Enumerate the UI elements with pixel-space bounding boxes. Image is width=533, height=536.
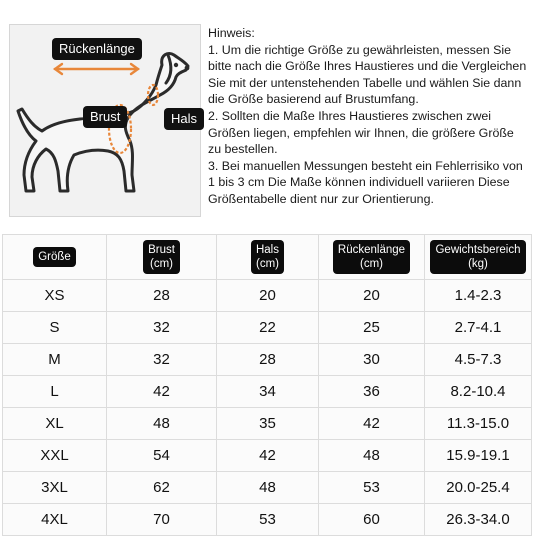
cell-neck: 20 (216, 279, 319, 312)
cell-weight: 26.3-34.0 (424, 503, 532, 536)
table-row: L 42 34 36 8.2-10.4 (2, 375, 532, 408)
cell-chest: 54 (106, 439, 217, 472)
header-label: Rückenlänge (337, 244, 406, 256)
cell-weight: 8.2-10.4 (424, 375, 532, 408)
cell-size: 3XL (2, 471, 107, 504)
cell-weight: 4.5-7.3 (424, 343, 532, 376)
header-badge: Brust (cm) (143, 240, 180, 274)
cell-neck: 35 (216, 407, 319, 440)
cell-neck: 34 (216, 375, 319, 408)
table-row: M 32 28 30 4.5-7.3 (2, 343, 532, 376)
dog-measurement-illustration: Rückenlänge Brust Hals (9, 24, 205, 217)
cell-weight: 1.4-2.3 (424, 279, 532, 312)
notice-text: Hinweis: 1. Um die richtige Größe zu gew… (208, 25, 530, 208)
cell-chest: 62 (106, 471, 217, 504)
cell-size: XL (2, 407, 107, 440)
cell-back-length: 53 (318, 471, 425, 504)
header-unit: (cm) (359, 258, 383, 270)
cell-chest: 48 (106, 407, 217, 440)
header-label: Brust (148, 244, 175, 256)
header-unit: (kg) (468, 258, 488, 270)
cell-neck: 42 (216, 439, 319, 472)
table-header-row: Größe Brust (cm) Hals (cm) Rückenlänge (… (2, 234, 532, 280)
header-neck: Hals (cm) (216, 234, 319, 280)
table-row: 4XL 70 53 60 26.3-34.0 (2, 503, 532, 536)
header-back-length: Rückenlänge (cm) (318, 234, 425, 280)
table-row: XXL 54 42 48 15.9-19.1 (2, 439, 532, 472)
header-label: Gewichtsbereich (435, 244, 521, 256)
cell-neck: 22 (216, 311, 319, 344)
neck-label: Hals (164, 108, 205, 130)
cell-chest: 28 (106, 279, 217, 312)
cell-size: M (2, 343, 107, 376)
header-size: Größe (2, 234, 107, 280)
header-unit: (cm) (150, 258, 173, 270)
table-row: XL 48 35 42 11.3-15.0 (2, 407, 532, 440)
header-badge: Gewichtsbereich (kg) (430, 240, 526, 274)
cell-weight: 15.9-19.1 (424, 439, 532, 472)
cell-chest: 70 (106, 503, 217, 536)
table-row: 3XL 62 48 53 20.0-25.4 (2, 471, 532, 504)
cell-back-length: 42 (318, 407, 425, 440)
notice-paragraph-2: 2. Sollten die Maße Ihres Haustieres zwi… (208, 108, 514, 157)
header-weight-range: Gewichtsbereich (kg) (424, 234, 532, 280)
header-label: Hals (255, 244, 279, 256)
header-label: Größe (38, 251, 71, 263)
cell-chest: 42 (106, 375, 217, 408)
cell-neck: 28 (216, 343, 319, 376)
cell-size: XS (2, 279, 107, 312)
notice-paragraph-3: 3. Bei manuellen Messungen besteht ein F… (208, 158, 523, 206)
cell-back-length: 48 (318, 439, 425, 472)
header-badge: Rückenlänge (cm) (332, 240, 411, 274)
header-chest: Brust (cm) (106, 234, 217, 280)
cell-size: 4XL (2, 503, 107, 536)
cell-weight: 20.0-25.4 (424, 471, 532, 504)
header-badge: Hals (cm) (250, 240, 284, 274)
cell-weight: 2.7-4.1 (424, 311, 532, 344)
cell-back-length: 25 (318, 311, 425, 344)
chest-label: Brust (83, 106, 128, 128)
size-chart-table: Größe Brust (cm) Hals (cm) Rückenlänge (… (2, 234, 532, 536)
cell-back-length: 20 (318, 279, 425, 312)
table-row: XS 28 20 20 1.4-2.3 (2, 279, 532, 312)
cell-chest: 32 (106, 343, 217, 376)
cell-back-length: 30 (318, 343, 425, 376)
cell-neck: 53 (216, 503, 319, 536)
cell-neck: 48 (216, 471, 319, 504)
cell-size: S (2, 311, 107, 344)
cell-back-length: 36 (318, 375, 425, 408)
notice-paragraph-1: 1. Um die richtige Größe zu gewährleiste… (208, 42, 527, 107)
cell-size: L (2, 375, 107, 408)
header-unit: (cm) (255, 258, 279, 270)
table-row: S 32 22 25 2.7-4.1 (2, 311, 532, 344)
cell-chest: 32 (106, 311, 217, 344)
back-length-label: Rückenlänge (52, 38, 142, 60)
cell-size: XXL (2, 439, 107, 472)
cell-back-length: 60 (318, 503, 425, 536)
cell-weight: 11.3-15.0 (424, 407, 532, 440)
notice-title: Hinweis: (208, 26, 255, 40)
header-badge: Größe (33, 247, 76, 267)
